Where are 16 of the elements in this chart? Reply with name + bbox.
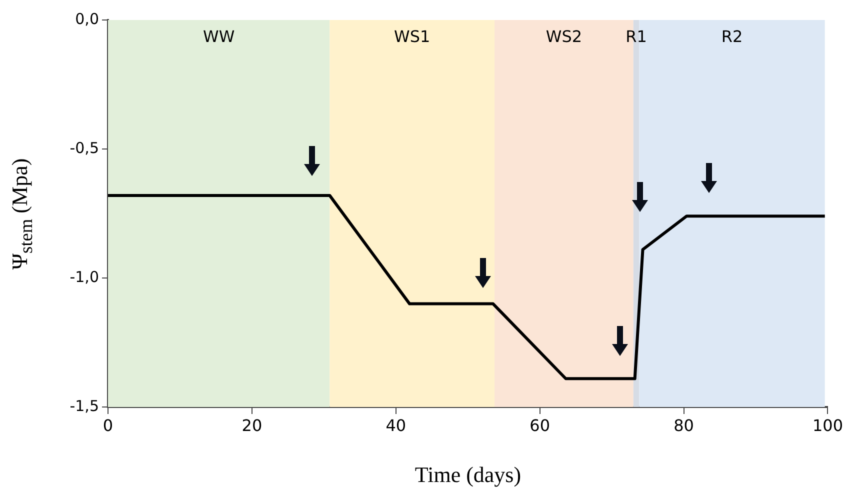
x-tick-label: 80: [674, 416, 694, 435]
x-tick-label: 0: [102, 416, 114, 435]
y-tick-label: 0,0: [75, 10, 99, 28]
band-label: WS2: [546, 27, 582, 46]
y-tick-label: -1,5: [70, 396, 99, 415]
band-label: R2: [721, 27, 743, 46]
x-axis-title: Time (days): [414, 462, 522, 488]
band-label: R1: [626, 27, 647, 46]
x-tick-label: 40: [386, 416, 406, 435]
band-label: WW: [203, 27, 235, 46]
x-tick-label: 60: [530, 416, 550, 435]
band-label: WS1: [394, 27, 430, 46]
y-tick-label: -0,5: [70, 138, 99, 157]
x-tick-label: 100: [812, 416, 844, 435]
x-tick-label: 20: [242, 416, 262, 435]
y-tick-label: -1,0: [70, 268, 99, 286]
